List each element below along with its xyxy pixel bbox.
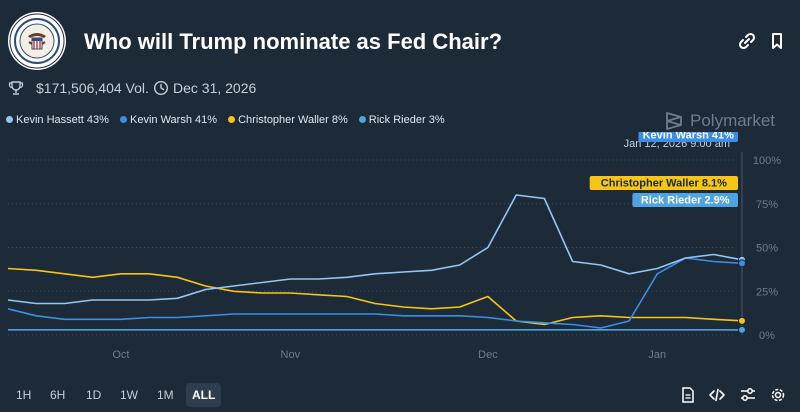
legend-dot [6, 116, 13, 123]
chart-legend: Kevin Hassett 43% Kevin Warsh 41% Christ… [6, 114, 453, 130]
gear-icon[interactable] [769, 386, 787, 404]
series-line [7, 194, 743, 305]
range-all-button[interactable]: ALL [186, 383, 222, 407]
clock-icon [153, 80, 169, 97]
range-1m-button[interactable]: 1M [157, 388, 174, 402]
y-tick-label: 0% [759, 330, 775, 342]
series-line [7, 267, 743, 326]
federal-reserve-seal-icon [8, 12, 66, 70]
end-date-text: Dec 31, 2026 [173, 80, 257, 96]
series-end-point [738, 259, 746, 268]
legend-label: Christopher Waller 8% [238, 114, 348, 126]
range-1w-button[interactable]: 1W [120, 388, 138, 402]
embed-code-icon[interactable] [708, 386, 726, 404]
legend-entry: Rick Rieder 3% [358, 114, 445, 126]
polymarket-logo-icon [666, 112, 682, 130]
y-tick-label: 50% [756, 243, 778, 255]
series-end-point [738, 316, 746, 325]
range-1h-button[interactable]: 1H [16, 388, 32, 402]
series-end-point [738, 325, 746, 334]
legend-label: Kevin Hassett 43% [16, 114, 109, 126]
y-tick-label: 25% [756, 286, 778, 298]
x-tick-label: Jan [648, 349, 666, 361]
legend-entry: Christopher Waller 8% [228, 114, 348, 126]
legend-label: Rick Rieder 3% [368, 114, 445, 126]
trophy-icon [8, 80, 24, 97]
brand-name: Polymarket [690, 111, 776, 130]
range-1d-button[interactable]: 1D [86, 388, 102, 402]
legend-entry: Kevin Warsh 41% [120, 114, 217, 126]
end-label-bg [589, 176, 738, 190]
y-tick-label: 75% [756, 199, 778, 211]
series-end-label: Kevin Warsh 41% [643, 132, 735, 142]
link-icon[interactable] [736, 30, 758, 52]
settings-sliders-icon[interactable] [739, 386, 757, 404]
page-title: Who will Trump nominate as Fed Chair? [84, 29, 503, 54]
series-line [7, 257, 743, 329]
legend-label: Kevin Warsh 41% [130, 114, 218, 126]
series-end-label: Christopher Waller 8.1% [601, 178, 727, 190]
legend-dot [120, 116, 127, 123]
bookmark-icon[interactable] [766, 30, 788, 52]
document-icon[interactable] [679, 386, 697, 404]
x-tick-label: Dec [478, 349, 498, 361]
legend-dot [358, 116, 366, 123]
end-label-bg [638, 132, 738, 142]
x-tick-label: Oct [112, 349, 129, 361]
legend-dot [228, 116, 236, 123]
x-tick-label: Nov [281, 349, 301, 361]
header: Who will Trump nominate as Fed Chair? [8, 12, 792, 72]
end-label-bg [632, 193, 738, 207]
y-tick-label: 100% [753, 155, 781, 167]
legend-entry: Kevin Hassett 43% [6, 114, 109, 126]
series-end-label: Rick Rieder 2.9% [641, 195, 730, 207]
volume-text: $171,506,404 Vol. [36, 80, 149, 96]
range-6h-button[interactable]: 6H [50, 388, 66, 402]
